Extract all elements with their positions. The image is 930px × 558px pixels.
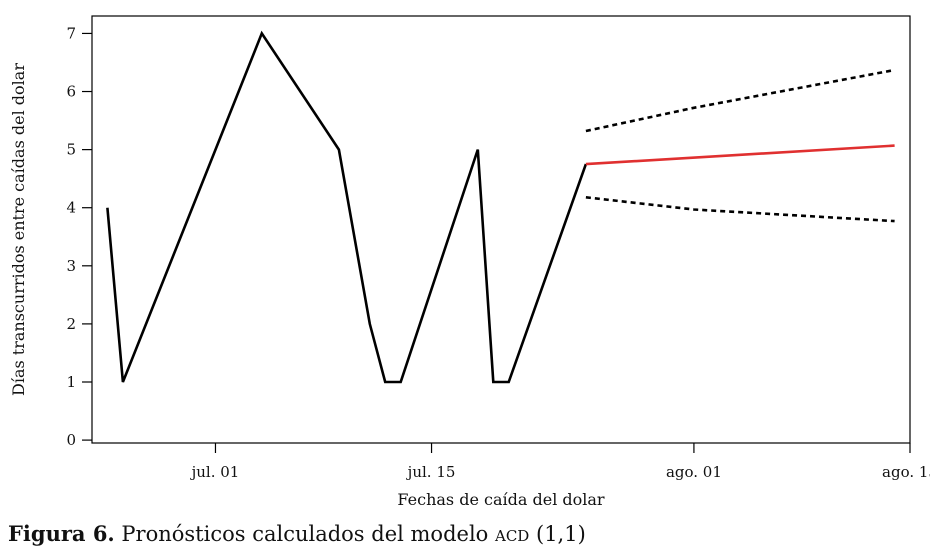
x-axis-title: Fechas de caída del dolar (397, 490, 605, 509)
y-tick-label: 4 (66, 199, 76, 217)
y-tick-label: 1 (66, 373, 76, 391)
plot-frame (91, 15, 911, 444)
caption-text-before: Pronósticos calculados del modelo (114, 522, 495, 546)
y-tick-label: 7 (66, 24, 76, 42)
x-tick-label: jul. 15 (406, 463, 456, 481)
y-axis-title: Días transcurridos entre caídas del dola… (9, 63, 28, 396)
y-tick-label: 2 (66, 315, 76, 333)
y-tick-label: 3 (66, 257, 76, 275)
caption-text-after: (1,1) (529, 522, 586, 546)
caption-label: Figura 6. (8, 521, 115, 546)
x-tick-label: jul. 01 (190, 463, 240, 481)
x-tick-label: ago. 15 (882, 463, 930, 481)
x-axis: jul. 01 jul. 15 ago. 01 ago. 15 (190, 443, 930, 481)
chart-marks (106, 30, 895, 384)
observed-series-line (106, 30, 588, 384)
upper-bound-series-line (585, 68, 895, 133)
x-tick-label: ago. 01 (666, 463, 722, 481)
caption-model: acd (494, 522, 530, 546)
figure-caption: Figura 6. Pronósticos calculados del mod… (8, 521, 586, 546)
forecast-series-line (585, 144, 895, 166)
lower-bound-series-line (585, 196, 895, 223)
y-axis: 0 1 2 3 4 5 6 7 (66, 24, 92, 449)
y-tick-label: 0 (66, 431, 76, 449)
y-tick-label: 6 (66, 83, 76, 101)
y-tick-label: 5 (66, 141, 76, 159)
